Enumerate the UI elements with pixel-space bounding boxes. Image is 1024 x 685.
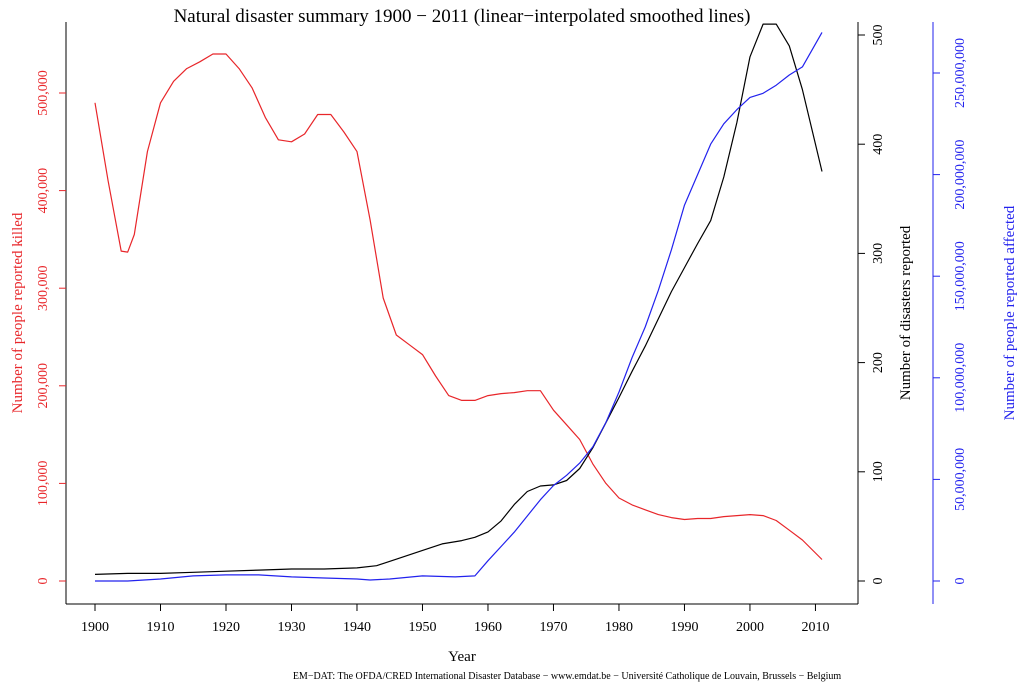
source-note: EM−DAT: The OFDA/CRED International Disa… bbox=[293, 671, 842, 682]
y-axis-label-killed: Number of people reported killed bbox=[10, 212, 26, 413]
y-disasters-tick-label: 400 bbox=[871, 134, 886, 155]
y-axis-killed: 0 100,000 200,000 300,000 400,000 500,000 bbox=[36, 70, 66, 585]
y-killed-tick-label: 0 bbox=[36, 578, 51, 585]
y-axis-label-affected: Number of people reported affected bbox=[1002, 205, 1018, 420]
series-line-disasters bbox=[94, 23, 823, 575]
plot-frame bbox=[65, 22, 934, 605]
x-tick-label: 2010 bbox=[801, 620, 829, 635]
y-axis-disasters: 0 100 200 300 400 500 bbox=[858, 25, 886, 585]
x-tick-label: 1950 bbox=[408, 620, 436, 635]
y-disasters-tick-label: 0 bbox=[871, 578, 886, 585]
x-tick-label: 1960 bbox=[474, 620, 502, 635]
x-axis-label: Year bbox=[448, 649, 476, 665]
x-tick-label: 1980 bbox=[605, 620, 633, 635]
x-tick-label: 1940 bbox=[343, 620, 371, 635]
y-killed-tick-label: 300,000 bbox=[36, 265, 51, 311]
y-disasters-tick-label: 300 bbox=[871, 243, 886, 264]
x-tick-label: 2000 bbox=[736, 620, 764, 635]
x-tick-label: 1930 bbox=[277, 620, 305, 635]
series-layer bbox=[94, 23, 823, 582]
y-killed-tick-label: 400,000 bbox=[36, 168, 51, 214]
chart-title: Natural disaster summary 1900 − 2011 (li… bbox=[174, 6, 751, 27]
y-killed-tick-label: 100,000 bbox=[36, 461, 51, 507]
y-affected-tick-label: 0 bbox=[953, 578, 968, 585]
x-tick-label: 1920 bbox=[212, 620, 240, 635]
x-tick-label: 1900 bbox=[81, 620, 109, 635]
x-axis: 1900 1910 1920 1930 1940 1950 1960 1970 1980 1990… bbox=[81, 604, 829, 635]
series-line-affected bbox=[95, 32, 823, 582]
y-affected-tick-label: 100,000,000 bbox=[953, 343, 968, 413]
y-affected-tick-label: 150,000,000 bbox=[953, 241, 968, 311]
y-killed-tick-label: 200,000 bbox=[36, 363, 51, 409]
y-disasters-tick-label: 100 bbox=[871, 461, 886, 482]
y-disasters-tick-label: 200 bbox=[871, 352, 886, 373]
y-affected-tick-label: 200,000,000 bbox=[953, 140, 968, 210]
y-axis-affected: 0 50,000,000 100,000,000 150,000,000 200,000… bbox=[933, 38, 968, 585]
y-affected-tick-label: 50,000,000 bbox=[953, 448, 968, 511]
x-tick-label: 1990 bbox=[670, 620, 698, 635]
y-disasters-tick-label: 500 bbox=[871, 25, 886, 46]
y-axis-label-disasters: Number of disasters reported bbox=[898, 225, 914, 400]
y-killed-tick-label: 500,000 bbox=[36, 70, 51, 116]
x-tick-label: 1970 bbox=[539, 620, 567, 635]
x-tick-label: 1910 bbox=[146, 620, 174, 635]
series-line-killed bbox=[94, 53, 823, 560]
y-affected-tick-label: 250,000,000 bbox=[953, 38, 968, 108]
